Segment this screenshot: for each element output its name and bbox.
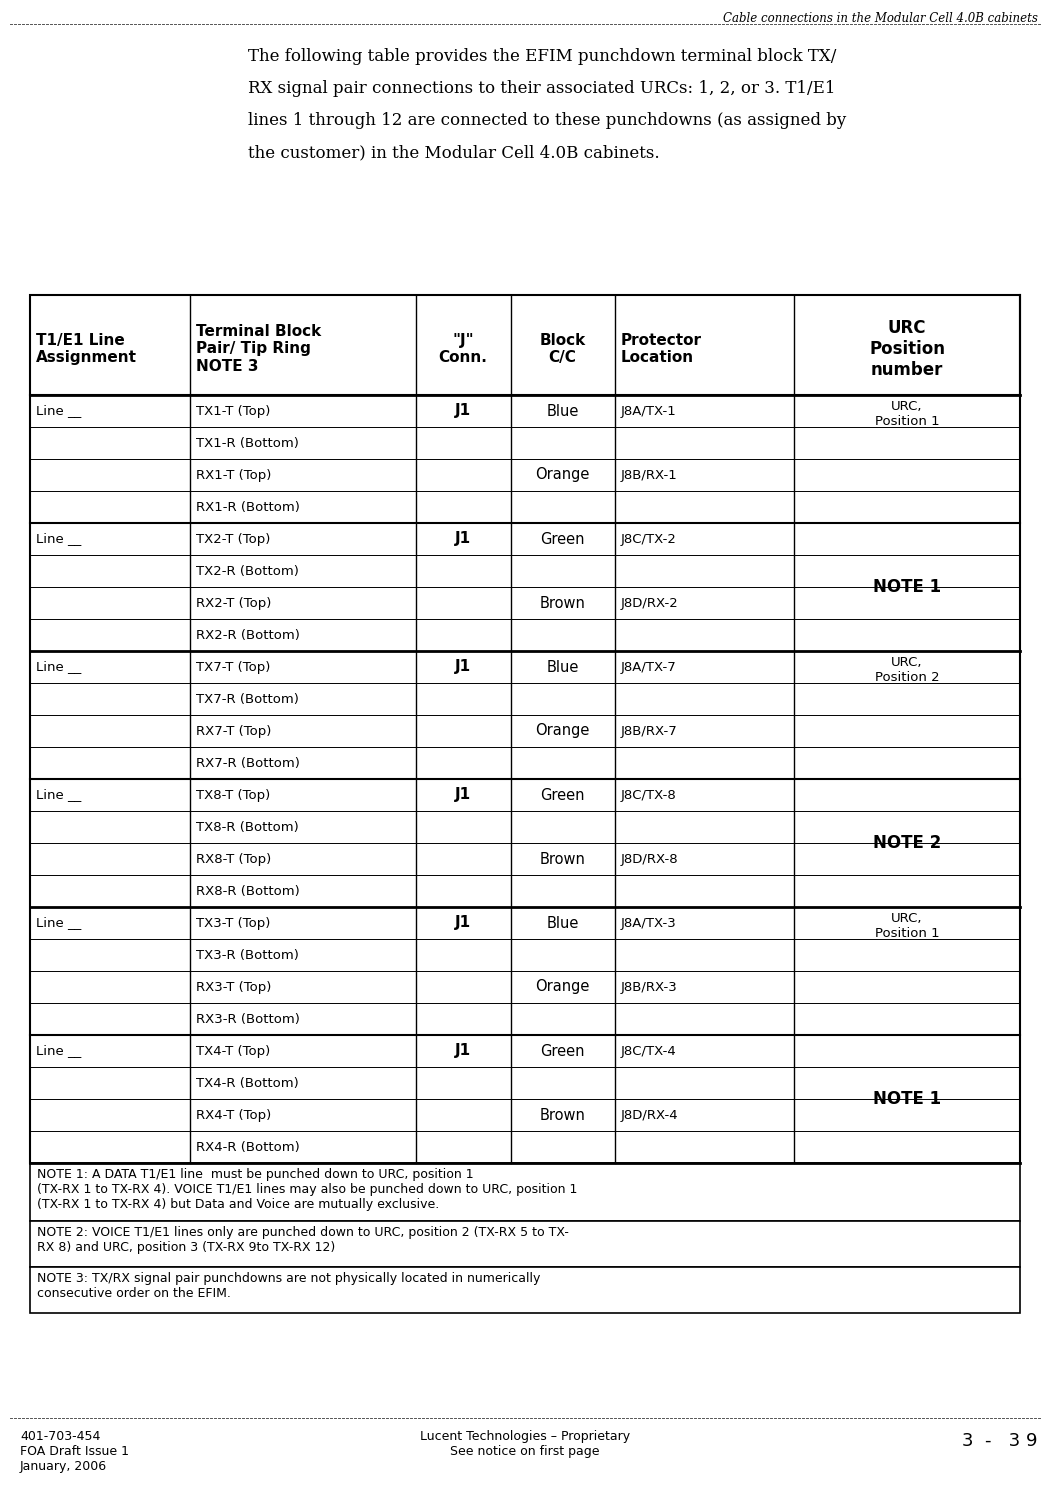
Text: J1: J1 — [455, 788, 471, 802]
Text: TX7-R (Bottom): TX7-R (Bottom) — [195, 693, 298, 705]
Text: J1: J1 — [455, 660, 471, 675]
Text: J8A/TX-3: J8A/TX-3 — [621, 916, 676, 930]
Text: TX1-R (Bottom): TX1-R (Bottom) — [195, 436, 298, 450]
Text: TX3-R (Bottom): TX3-R (Bottom) — [195, 948, 298, 962]
Text: J8D/RX-4: J8D/RX-4 — [621, 1108, 678, 1122]
Text: NOTE 1: NOTE 1 — [873, 578, 941, 596]
Text: TX2-R (Bottom): TX2-R (Bottom) — [195, 564, 298, 578]
Text: Orange: Orange — [536, 468, 590, 483]
Text: RX8-R (Bottom): RX8-R (Bottom) — [195, 885, 299, 897]
Text: Orange: Orange — [536, 980, 590, 994]
Text: TX4-R (Bottom): TX4-R (Bottom) — [195, 1077, 298, 1089]
Text: TX1-T (Top): TX1-T (Top) — [195, 405, 270, 417]
Text: J8C/TX-2: J8C/TX-2 — [621, 532, 676, 546]
Text: RX signal pair connections to their associated URCs: 1, 2, or 3. T1/E1: RX signal pair connections to their asso… — [248, 80, 836, 98]
Text: RX3-T (Top): RX3-T (Top) — [195, 981, 271, 993]
Text: Green: Green — [541, 788, 585, 802]
Text: J1: J1 — [455, 531, 471, 546]
Text: TX7-T (Top): TX7-T (Top) — [195, 660, 270, 674]
Text: Line __: Line __ — [36, 1044, 81, 1058]
Text: RX4-T (Top): RX4-T (Top) — [195, 1108, 271, 1122]
Text: Brown: Brown — [540, 852, 586, 867]
Text: Line __: Line __ — [36, 660, 81, 674]
Text: TX2-T (Top): TX2-T (Top) — [195, 532, 270, 546]
Text: RX1-R (Bottom): RX1-R (Bottom) — [195, 501, 299, 513]
Text: J8D/RX-2: J8D/RX-2 — [621, 597, 678, 609]
Text: J8B/RX-3: J8B/RX-3 — [621, 981, 677, 993]
Text: 401-703-454
FOA Draft Issue 1
January, 2006: 401-703-454 FOA Draft Issue 1 January, 2… — [20, 1430, 129, 1473]
Text: RX3-R (Bottom): RX3-R (Bottom) — [195, 1013, 299, 1026]
Text: URC,
Position 1: URC, Position 1 — [875, 912, 940, 940]
Text: Line __: Line __ — [36, 532, 81, 546]
Text: J8A/TX-7: J8A/TX-7 — [621, 660, 676, 674]
Text: Line __: Line __ — [36, 789, 81, 801]
Text: Blue: Blue — [546, 915, 579, 930]
Text: RX1-T (Top): RX1-T (Top) — [195, 468, 271, 482]
Text: lines 1 through 12 are connected to these punchdowns (as assigned by: lines 1 through 12 are connected to thes… — [248, 112, 846, 129]
Text: NOTE 2: VOICE T1/E1 lines only are punched down to URC, position 2 (TX-RX 5 to T: NOTE 2: VOICE T1/E1 lines only are punch… — [37, 1226, 569, 1254]
Text: TX8-T (Top): TX8-T (Top) — [195, 789, 270, 801]
Bar — [30, 1221, 1020, 1268]
Bar — [30, 1162, 1020, 1221]
Text: RX7-T (Top): RX7-T (Top) — [195, 724, 271, 738]
Text: J8C/TX-4: J8C/TX-4 — [621, 1044, 676, 1058]
Text: Blue: Blue — [546, 404, 579, 418]
Text: J1: J1 — [455, 915, 471, 930]
Text: RX2-T (Top): RX2-T (Top) — [195, 597, 271, 609]
Bar — [30, 296, 1020, 394]
Text: URC
Position
number: URC Position number — [869, 320, 945, 380]
Text: J8D/RX-8: J8D/RX-8 — [621, 852, 678, 865]
Text: NOTE 2: NOTE 2 — [873, 834, 941, 852]
Text: RX4-R (Bottom): RX4-R (Bottom) — [195, 1140, 299, 1154]
Text: J8B/RX-7: J8B/RX-7 — [621, 724, 677, 738]
Text: Terminal Block
Pair/ Tip Ring
NOTE 3: Terminal Block Pair/ Tip Ring NOTE 3 — [195, 324, 321, 374]
Text: Line __: Line __ — [36, 916, 81, 930]
Text: TX4-T (Top): TX4-T (Top) — [195, 1044, 270, 1058]
Text: J8B/RX-1: J8B/RX-1 — [621, 468, 677, 482]
Text: RX8-T (Top): RX8-T (Top) — [195, 852, 271, 865]
Text: J1: J1 — [455, 1044, 471, 1059]
Text: URC,
Position 1: URC, Position 1 — [875, 400, 940, 427]
Text: TX8-R (Bottom): TX8-R (Bottom) — [195, 821, 298, 834]
Text: NOTE 1: A DATA T1/E1 line  must be punched down to URC, position 1
(TX-RX 1 to T: NOTE 1: A DATA T1/E1 line must be punche… — [37, 1168, 578, 1210]
Text: the customer) in the Modular Cell 4.0B cabinets.: the customer) in the Modular Cell 4.0B c… — [248, 144, 659, 160]
Text: URC,
Position 2: URC, Position 2 — [875, 656, 940, 684]
Text: NOTE 1: NOTE 1 — [873, 1090, 941, 1108]
Text: 3  -   3 9: 3 - 3 9 — [963, 1432, 1038, 1450]
Text: Orange: Orange — [536, 723, 590, 738]
Bar — [30, 1268, 1020, 1312]
Text: Cable connections in the Modular Cell 4.0B cabinets: Cable connections in the Modular Cell 4.… — [723, 12, 1038, 26]
Text: "J"
Conn.: "J" Conn. — [439, 333, 487, 364]
Text: Block
C/C: Block C/C — [540, 333, 586, 364]
Text: Brown: Brown — [540, 1107, 586, 1122]
Text: Protector
Location: Protector Location — [621, 333, 701, 364]
Text: T1/E1 Line
Assignment: T1/E1 Line Assignment — [36, 333, 136, 364]
Text: Green: Green — [541, 1044, 585, 1059]
Text: Line __: Line __ — [36, 405, 81, 417]
Text: J8A/TX-1: J8A/TX-1 — [621, 405, 676, 417]
Text: Brown: Brown — [540, 596, 586, 610]
Text: NOTE 3: TX/RX signal pair punchdowns are not physically located in numerically
c: NOTE 3: TX/RX signal pair punchdowns are… — [37, 1272, 541, 1300]
Text: Green: Green — [541, 531, 585, 546]
Text: RX2-R (Bottom): RX2-R (Bottom) — [195, 628, 299, 642]
Text: TX3-T (Top): TX3-T (Top) — [195, 916, 270, 930]
Text: J8C/TX-8: J8C/TX-8 — [621, 789, 676, 801]
Text: J1: J1 — [455, 404, 471, 418]
Text: RX7-R (Bottom): RX7-R (Bottom) — [195, 756, 299, 770]
Text: The following table provides the EFIM punchdown terminal block TX/: The following table provides the EFIM pu… — [248, 48, 837, 64]
Text: Blue: Blue — [546, 660, 579, 675]
Text: Lucent Technologies – Proprietary
See notice on first page: Lucent Technologies – Proprietary See no… — [420, 1430, 630, 1458]
